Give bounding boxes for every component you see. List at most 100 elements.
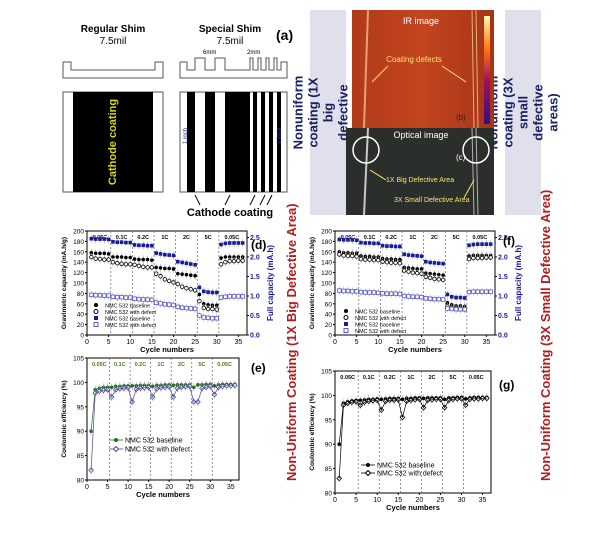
y-tick-label: 180: [73, 239, 84, 246]
plot-frame: [334, 370, 492, 494]
rate-label: 5C: [453, 235, 460, 241]
legend-marker: [343, 328, 349, 333]
data-point: [119, 240, 124, 244]
data-point: [149, 297, 155, 303]
data-point: [236, 258, 241, 263]
y-tick-label: 160: [321, 249, 332, 256]
data-point: [153, 300, 159, 305]
dim-2mm-label: 2mm: [247, 50, 260, 56]
data-point: [367, 241, 372, 245]
y-tick-label: 100: [73, 281, 84, 288]
data-point: [201, 305, 206, 311]
data-point: [449, 294, 454, 299]
data-point: [88, 467, 94, 474]
data-point: [219, 242, 223, 247]
data-point: [180, 260, 184, 265]
coating-defects-label: Coating defects: [386, 55, 442, 64]
data-point: [484, 289, 489, 294]
data-point: [384, 260, 390, 265]
y2-tick-label: 1.0: [250, 294, 260, 301]
data-point: [401, 268, 407, 273]
x-tick-label: 10: [126, 339, 134, 346]
coating-stripe: [277, 92, 281, 192]
data-point: [436, 296, 441, 302]
data-point: [419, 254, 424, 259]
y2-tick-label: 0.0: [498, 333, 508, 340]
defect-streak-big: [363, 10, 369, 129]
data-point: [158, 252, 163, 256]
legend-marker: [93, 322, 99, 327]
data-point: [415, 254, 419, 258]
data-point: [214, 290, 219, 295]
legend-entry: NMC 532 with defect: [105, 323, 157, 329]
data-point: [175, 281, 181, 287]
data-point: [367, 290, 372, 295]
data-point: [162, 277, 168, 282]
panel-c-label: (c): [456, 153, 466, 162]
data-point: [223, 241, 228, 246]
panel-a-shim-diagram: Regular Shim 7.5mil Special Shim 7.5mil …: [62, 24, 288, 219]
data-point: [380, 291, 385, 296]
data-point: [210, 306, 215, 312]
y-tick-label: 160: [73, 249, 84, 256]
arrow-line: [259, 194, 266, 206]
arrow-line: [266, 194, 273, 206]
data-point: [128, 240, 133, 245]
x-tick-label: 25: [186, 484, 194, 491]
right-side-label: Nonuniform coating (3X small defective a…: [486, 10, 561, 215]
data-point: [163, 252, 167, 257]
data-point: [119, 255, 124, 259]
data-point: [163, 266, 167, 271]
data-point: [141, 297, 146, 302]
data-point: [367, 257, 372, 262]
data-point: [232, 241, 236, 245]
right-red-label: Non-Uniform Coating (3X Small Defective …: [538, 189, 553, 481]
data-point: [441, 273, 445, 277]
data-point: [466, 289, 472, 295]
rate-label: 1C: [409, 235, 416, 241]
data-point: [484, 242, 489, 246]
x-tick-label: 15: [394, 497, 402, 504]
data-point: [341, 288, 346, 294]
data-point: [167, 266, 171, 271]
data-point: [123, 295, 129, 300]
arrow-line: [224, 194, 231, 206]
data-point: [471, 289, 476, 294]
data-point: [115, 255, 120, 259]
x-tick-label: 15: [145, 484, 153, 491]
x-tick-label: 10: [124, 484, 132, 491]
data-point: [445, 292, 450, 297]
data-point: [141, 243, 146, 248]
x-tick-label: 20: [165, 484, 173, 491]
x-tick-label: 25: [437, 497, 445, 504]
data-point: [376, 241, 381, 246]
data-point: [132, 243, 137, 247]
data-point: [184, 286, 189, 291]
data-point: [432, 272, 437, 276]
y-tick-label: 85: [77, 453, 85, 460]
data-point: [398, 244, 402, 249]
y2-axis-label: Full capacity (mA.h): [266, 245, 275, 321]
data-point: [214, 307, 219, 312]
data-point: [337, 288, 342, 293]
data-point: [475, 289, 480, 294]
data-point: [153, 271, 159, 276]
data-point: [89, 236, 94, 241]
data-point: [162, 301, 168, 307]
data-point: [350, 289, 355, 294]
data-point: [345, 253, 351, 259]
data-point: [371, 257, 377, 263]
data-point: [471, 242, 476, 247]
inch-label: 1 inch: [183, 128, 189, 144]
data-point: [350, 253, 355, 259]
data-point: [137, 243, 141, 248]
inch-label-right: 1 inch: [277, 128, 283, 144]
data-point: [240, 241, 245, 245]
data-point: [376, 257, 381, 263]
data-point: [380, 243, 385, 248]
data-point: [167, 253, 171, 257]
data-point: [354, 289, 359, 294]
arrow-line: [194, 194, 201, 206]
data-point: [132, 257, 137, 261]
data-point: [180, 272, 184, 276]
